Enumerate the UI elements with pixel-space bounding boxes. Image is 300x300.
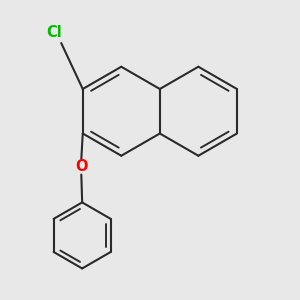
Text: O: O xyxy=(75,159,88,174)
Text: Cl: Cl xyxy=(46,25,62,40)
